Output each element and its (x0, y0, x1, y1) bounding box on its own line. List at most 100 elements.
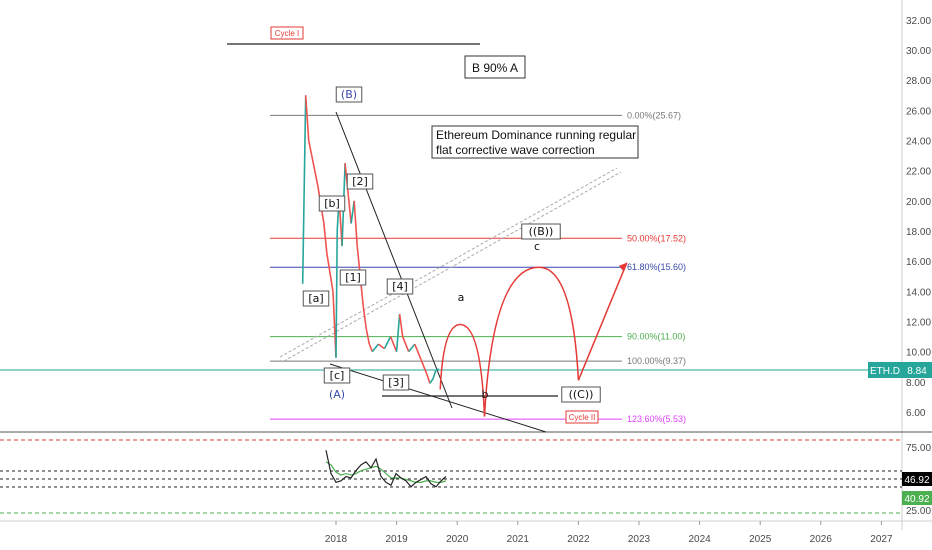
price-tick-6.00: 6.00 (906, 408, 926, 419)
cycle-box-0 (270, 26, 304, 40)
price-segment-3 (307, 140, 313, 156)
price-axis[interactable]: 32.00 30.00 28.00 26.00 24.00 22.00 20.00 18.00… (906, 16, 931, 419)
wave-label-1: [2] (352, 175, 368, 188)
wave-label-13: ((C)) (569, 388, 594, 401)
price-segment-31 (420, 358, 428, 375)
time-tick-2021: 2021 (507, 534, 530, 545)
time-tick-2023: 2023 (628, 534, 651, 545)
fibonacci-retracement[interactable]: 0.00%(25.67) 50.00%(17.52) 61.80%(15.60) 90… (270, 110, 686, 424)
wave-label-10: b (482, 388, 489, 401)
projection-leg-4[interactable] (538, 266, 580, 381)
wave-label-11: c (534, 240, 540, 253)
osc-line-main (325, 450, 447, 488)
fib-label-3: 90.00%(11.00) (627, 332, 685, 342)
fib-label-1: 50.00%(17.52) (627, 233, 686, 243)
time-tick-2024: 2024 (688, 534, 711, 545)
price-tick-16.00: 16.00 (906, 257, 931, 268)
cycle-label-1: Cycle II (569, 413, 596, 422)
wave-label-5: [a] (308, 292, 323, 305)
price-tick-24.00: 24.00 (906, 137, 931, 148)
wave-box-13 (561, 386, 601, 403)
wave-box-0 (335, 86, 363, 103)
price-tick-28.00: 28.00 (906, 76, 931, 87)
wave-box-4 (386, 278, 414, 295)
drawing-tools[interactable] (0, 43, 902, 433)
projection-leg-5[interactable] (577, 262, 628, 381)
current-price-badge: ETH.D 8.84 (868, 362, 932, 378)
time-tick-2027: 2027 (870, 534, 893, 545)
current-price-value: 8.84 (907, 366, 927, 377)
price-segment-28 (401, 336, 410, 352)
price-segment-27 (398, 313, 404, 337)
wave-label-3: [1] (345, 271, 361, 284)
time-tick-2022: 2022 (567, 534, 590, 545)
osc-tick-75: 75.00 (906, 443, 931, 454)
current-symbol-label: ETH.D (870, 366, 900, 377)
price-segment-7 (326, 253, 334, 292)
price-segment-33 (429, 378, 434, 384)
wave-labels: (B) [2] [b] [1] [4] [a] [c] (A) [3] a b c ((B)) ((C))… (270, 26, 601, 424)
wave-label-4: [4] (392, 280, 408, 293)
analysis-note[interactable]: Ethereum Dominance running regular flat … (431, 125, 639, 159)
time-tick-2026: 2026 (810, 534, 833, 545)
wave-box-2 (318, 195, 346, 212)
analysis-note-line1: Ethereum Dominance running regular (436, 128, 636, 142)
price-segment-30 (414, 343, 422, 360)
price-tick-10.00: 10.00 (906, 348, 931, 359)
price-segment-34 (432, 369, 437, 380)
price-tick-8.00: 8.00 (906, 378, 926, 389)
fib-label-2: 61.80%(15.60) (627, 262, 686, 272)
wave-projection[interactable] (439, 262, 628, 417)
projection-arrowhead (618, 262, 627, 272)
price-segment-19 (362, 306, 368, 330)
price-tick-22.00: 22.00 (906, 167, 931, 178)
wave-label-2: [b] (324, 197, 340, 210)
price-segment-6 (323, 223, 328, 254)
wave-box-3 (339, 269, 367, 286)
fib-label-5: 123.60%(5.53) (627, 414, 686, 424)
cycle-box-1 (565, 410, 599, 424)
price-segment-2 (304, 95, 310, 141)
osc-value-2: 40.92 (904, 494, 929, 505)
price-segment-4 (310, 155, 319, 186)
projection-leg-2[interactable] (460, 323, 486, 417)
price-series (301, 95, 440, 384)
wave-label-6: [c] (330, 369, 345, 382)
time-axis[interactable]: 2018 2019 2020 2021 2022 2023 2024 2025 2026 2027 (325, 521, 893, 545)
time-tick-2018: 2018 (325, 534, 348, 545)
ratio-box[interactable]: B 90% A (464, 55, 526, 79)
price-segment-32 (426, 374, 431, 384)
price-tick-14.00: 14.00 (906, 287, 931, 298)
oscillator-panel[interactable]: 75.00 25.00 46.92 40.92 (0, 439, 932, 517)
osc-line-signal (325, 461, 447, 483)
dashed-channel-1[interactable] (279, 167, 618, 358)
cycle-label-0: Cycle I (275, 29, 299, 38)
lower-trendline[interactable] (329, 363, 547, 433)
price-segment-23 (377, 343, 385, 350)
upper-trendline[interactable] (335, 111, 453, 409)
projection-leg-1[interactable] (439, 323, 461, 390)
wave-box-6 (323, 367, 351, 384)
price-tick-26.00: 26.00 (906, 106, 931, 117)
price-segment-20 (365, 328, 371, 345)
wave-label-12: ((B)) (529, 225, 554, 238)
price-tick-12.00: 12.00 (906, 318, 931, 329)
time-tick-2025: 2025 (749, 534, 772, 545)
time-tick-2020: 2020 (446, 534, 469, 545)
projection-leg-3[interactable] (483, 266, 540, 417)
price-segment-24 (383, 336, 392, 350)
dashed-channel-2[interactable] (283, 171, 622, 362)
price-tick-32.00: 32.00 (906, 16, 931, 27)
price-segment-22 (371, 343, 380, 353)
price-segment-29 (408, 343, 416, 353)
wave-label-7: (A) (329, 388, 345, 401)
price-segment-26 (395, 313, 401, 352)
price-segment-16 (353, 200, 359, 247)
price-segment-25 (389, 336, 398, 352)
time-tick-2019: 2019 (385, 534, 408, 545)
wave-label-9: a (458, 291, 465, 304)
price-tick-18.00: 18.00 (906, 227, 931, 238)
price-tick-20.00: 20.00 (906, 197, 931, 208)
price-segment-9 (335, 231, 339, 358)
